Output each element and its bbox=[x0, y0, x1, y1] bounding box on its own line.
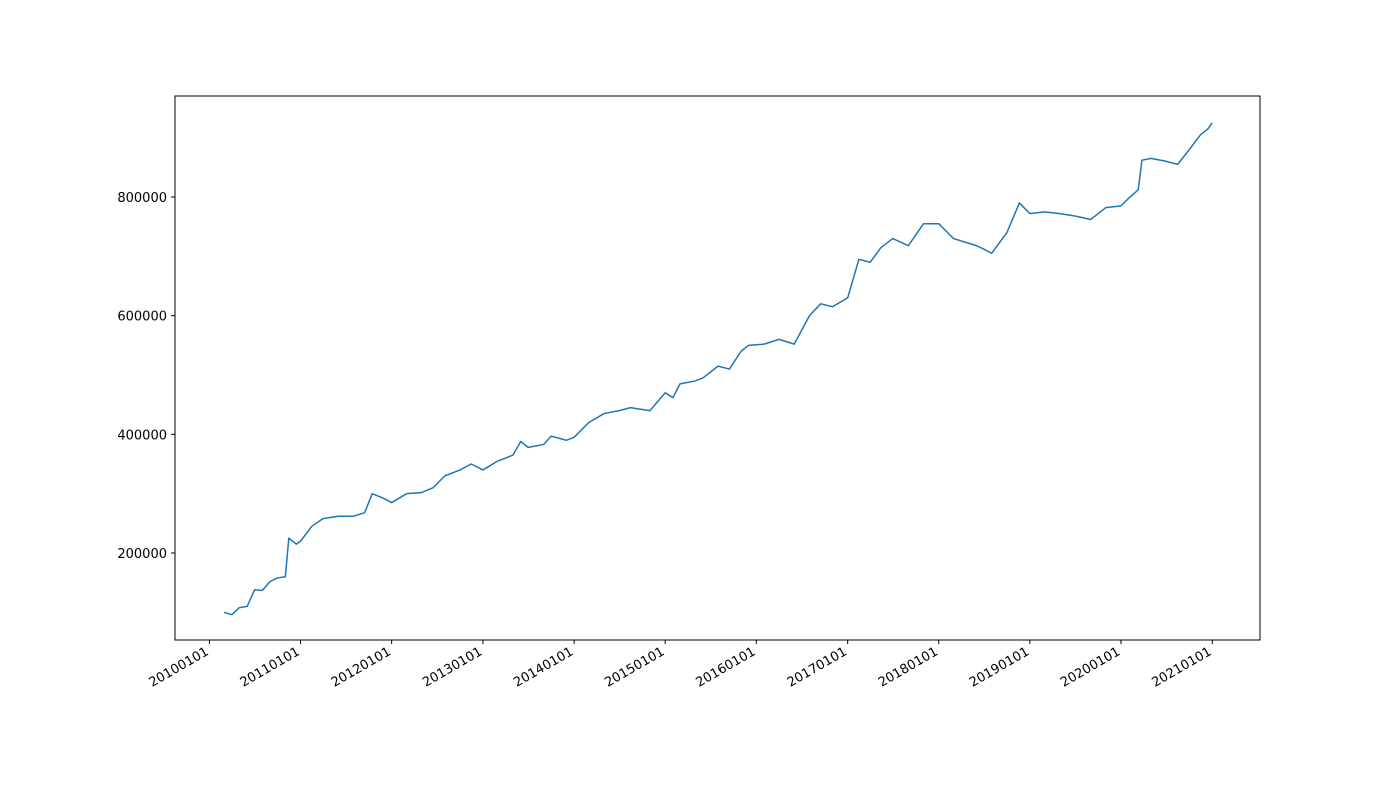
y-tick-label: 600000 bbox=[117, 310, 167, 325]
y-tick-label: 400000 bbox=[117, 428, 167, 443]
line bbox=[223, 122, 1213, 616]
y-tick-label: 800000 bbox=[117, 191, 167, 206]
x-tick-label: 20120101 bbox=[329, 644, 394, 690]
plot-frame bbox=[174, 95, 1261, 641]
x-tick-label: 20110101 bbox=[238, 644, 303, 690]
x-tick-label: 20130101 bbox=[420, 644, 485, 690]
x-tick-label: 20180101 bbox=[876, 644, 941, 690]
x-tick-label: 20190101 bbox=[967, 644, 1032, 690]
x-tick-label: 20200101 bbox=[1058, 644, 1123, 690]
x-tick-label: 20210101 bbox=[1150, 644, 1215, 690]
x-tick-label: 20150101 bbox=[602, 644, 667, 690]
y-tick-label: 200000 bbox=[117, 547, 167, 562]
x-tick-label: 20140101 bbox=[511, 644, 576, 690]
x-tick-label: 20170101 bbox=[785, 644, 850, 690]
x-tick-label: 20160101 bbox=[694, 644, 759, 690]
x-tick-label: 20100101 bbox=[147, 644, 212, 690]
